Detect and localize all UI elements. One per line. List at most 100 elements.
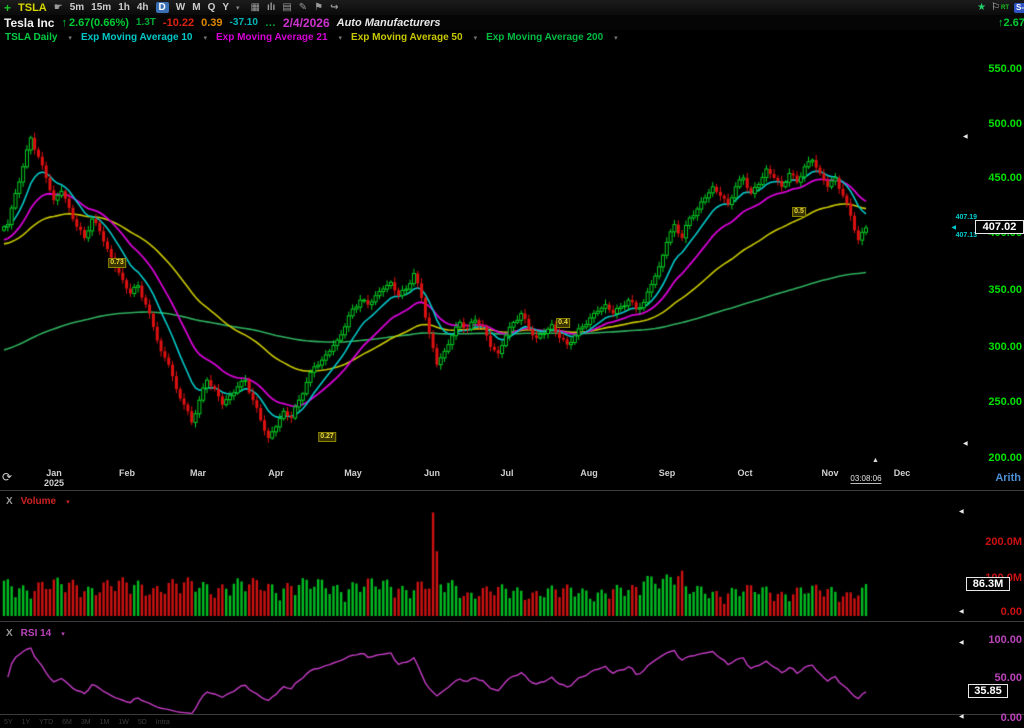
timeframe-d[interactable]: D [155,2,169,13]
timeframe-15m[interactable]: 15m [91,2,112,13]
price-tick-200.00: 200.00 [988,452,1022,464]
volume-title[interactable]: Volume [20,496,57,507]
timeframe-1h[interactable]: 1h [118,2,130,13]
volume-close-button[interactable]: X [6,496,13,507]
share-icon[interactable]: ↪ [330,2,339,13]
ema50-label[interactable]: Exp Moving Average 50 [351,32,463,43]
ema10-dropdown-icon[interactable]: ▾ [203,34,207,42]
volume-low-marker-icon: ◀ [959,609,964,615]
price-high-marker-icon: ◀ [963,134,968,140]
right-change-clipped: ↑2.67 [998,16,1024,29]
price-tick-500.00: 500.00 [988,118,1022,130]
last-price-arrow-icon: ◀ [951,225,956,231]
session-refresh-icon[interactable]: ⟳ [2,470,13,484]
timeframe-q[interactable]: Q [207,2,216,13]
month-label-jun: Jun [423,468,441,478]
stat-orange: 0.39 [201,16,223,29]
timeframe-5m[interactable]: 5m [69,2,85,13]
zoom-preset-1m[interactable]: 1M [99,719,110,726]
rsi-panel-header: X RSI 14 ▾ [6,628,65,639]
zoom-preset-3m[interactable]: 3M [80,719,91,726]
zoom-preset-1w[interactable]: 1W [118,719,129,726]
timeframe-dropdown-icon[interactable]: ▾ [236,4,240,12]
price-low-marker-icon: ◀ [963,441,968,447]
interval-settings-icon[interactable]: ▦ [250,2,260,13]
current-rsi-box: 35.85 [968,684,1008,698]
month-label-jan: Jan 2025 [43,468,65,488]
volume-high-marker-icon: ◀ [959,509,964,515]
up-arrow-icon: ↑ [61,16,67,29]
current-volume-box: 86.3M [966,577,1010,591]
month-label-nov: Nov [821,468,839,478]
stream-badge[interactable]: S- [1014,2,1024,13]
rsi-tick-0.00: 0.00 [1000,712,1022,724]
market-cap: 1.3T [135,17,156,28]
toolbar-right-group: ★ ⚐ RT S- [977,2,1024,13]
favorite-star-icon[interactable]: ★ [977,2,987,13]
rsi-title[interactable]: RSI 14 [20,628,52,639]
zoom-preset-6m[interactable]: 6M [62,719,72,726]
month-label-apr: Apr [268,468,284,478]
add-symbol-icon[interactable]: + [4,0,12,15]
top-toolbar: + TSLA ☛ 5m 15m 1h 4h D W M Q Y ▾ ▦ ılı ▤ ✎ ⚑ ↪ ★ ⚐ R… [0,0,1024,15]
bottom-separator [0,714,1024,715]
rsi-dropdown-icon[interactable]: ▾ [61,630,65,638]
ema50-dropdown-icon[interactable]: ▾ [473,34,478,42]
ema200-label[interactable]: Exp Moving Average 200 [486,32,604,43]
volume-tick-200.0M: 200.0M [985,536,1022,548]
realtime-label: RT [1001,4,1009,11]
zoom-preset-1y[interactable]: 1Y [21,719,31,726]
price-tick-250.00: 250.00 [988,396,1022,408]
earnings-flag-0.27[interactable]: 0.27 [318,432,336,442]
ask-label: 407.19 [955,214,977,221]
ema21-dropdown-icon[interactable]: ▾ [338,34,343,42]
volume-rsi-separator [0,621,1024,622]
volume-dropdown-icon[interactable]: ▾ [66,498,70,506]
price-change: 2.67(0.66%) [68,16,129,29]
price-tick-300.00: 300.00 [988,341,1022,353]
month-label-dec: Dec [893,468,911,478]
date-axis-separator [0,490,1024,491]
timeframe-4h[interactable]: 4h [136,2,149,13]
volume-panel-header: X Volume ▾ [6,496,70,507]
earnings-flag-0.5[interactable]: 0.5 [792,207,806,217]
timeframe-w[interactable]: W [175,2,186,13]
chart-tools: ▦ ılı ▤ ✎ ⚑ ↪ [251,2,339,13]
earnings-flag-0.73[interactable]: 0.73 [108,258,126,268]
month-label-sep: Sep [658,468,676,478]
ema21-label[interactable]: Exp Moving Average 21 [215,32,328,43]
timeframe-y[interactable]: Y [222,2,230,13]
zoom-preset-5d[interactable]: 5D [137,719,147,726]
scale-type-label[interactable]: Arith [995,472,1021,484]
draw-icon[interactable]: ✎ [298,2,308,13]
ema200-dropdown-icon[interactable]: ▾ [614,34,618,42]
pointer-icon[interactable]: ☛ [53,2,63,13]
zoom-preset-5y[interactable]: 5Y [4,719,13,726]
flag-tool-icon[interactable]: ⚑ [314,2,324,13]
volume-tick-0.00: 0.00 [1000,606,1022,618]
earnings-flag-0.4[interactable]: 0.4 [556,318,570,328]
month-label-jul: Jul [500,468,514,478]
chart-style-icon[interactable]: ılı [266,2,276,13]
series-label[interactable]: TSLA Daily [5,32,58,43]
indicator-labels-row: TSLA Daily ▾ Exp Moving Average 10 ▾ Exp M… [0,31,1024,44]
series-dropdown-icon[interactable]: ▾ [68,34,72,42]
zoom-preset-ytd[interactable]: YTD [39,719,54,726]
stat-cyan: -37.10 [229,17,258,28]
last-price-box: 407.02 [975,220,1024,234]
timeframe-m[interactable]: M [192,2,201,13]
month-label-aug: Aug [580,468,598,478]
month-label-oct: Oct [737,468,753,478]
rsi-tick-50.00: 50.00 [994,672,1022,684]
ema10-label[interactable]: Exp Moving Average 10 [80,32,193,43]
zoom-preset-intra[interactable]: Intra [155,719,170,726]
alert-flag-icon[interactable]: ⚐ [991,2,1000,13]
rsi-low-marker-icon: ◀ [959,714,964,720]
industry-label: Auto Manufacturers [336,16,441,29]
rsi-close-button[interactable]: X [6,628,13,639]
add-study-icon[interactable]: ▤ [282,2,292,13]
company-name: Tesla Inc [4,15,55,30]
symbol-label[interactable]: TSLA [18,1,47,14]
